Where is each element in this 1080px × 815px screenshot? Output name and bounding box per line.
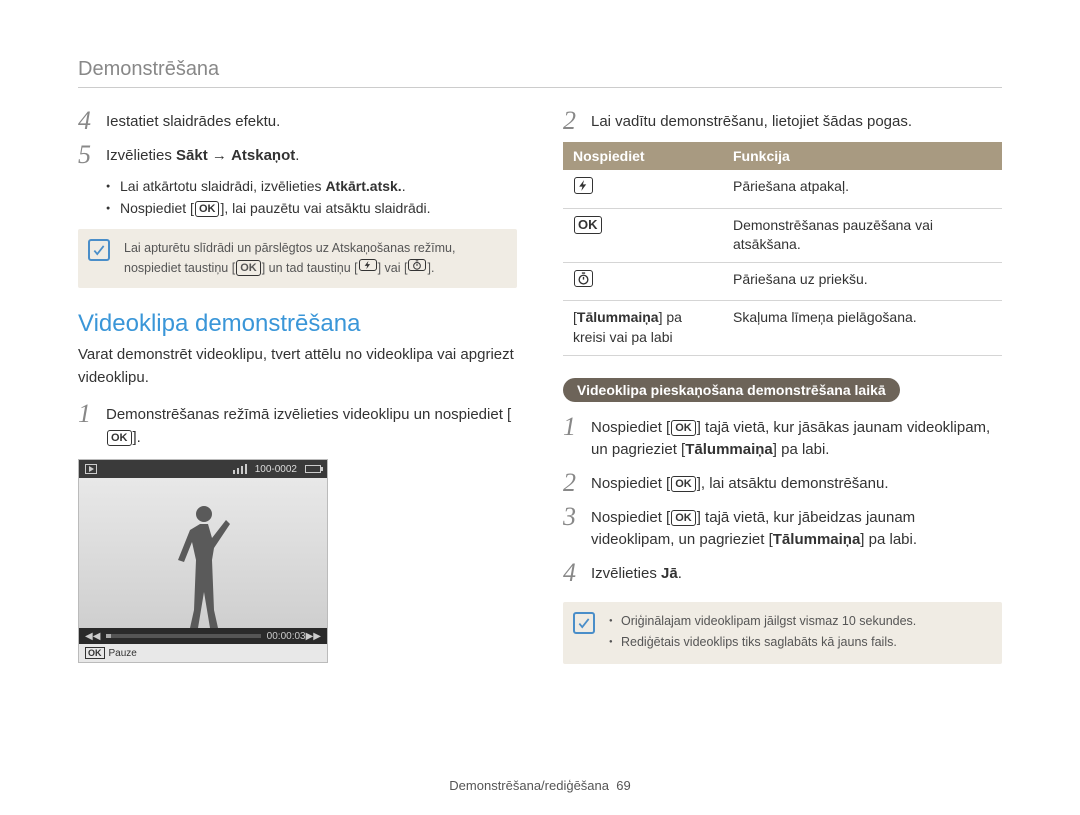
ok-key-icon: OK <box>107 430 132 446</box>
page-title: Demonstrēšana <box>78 58 1002 81</box>
col-header: Nospiediet <box>563 142 723 170</box>
step-number: 5 <box>78 142 106 168</box>
text: . <box>295 147 299 164</box>
table-row: Pāriešana atpakaļ. <box>563 170 1002 208</box>
right-column: 2 Lai vadītu demonstrēšanu, lietojiet šā… <box>563 108 1002 684</box>
text: ], lai pauzētu vai atsāktu slaidrādi. <box>220 200 430 216</box>
ok-key-icon: OK <box>195 201 220 217</box>
substep-1: 1 Nospiediet [OK] tajā vietā, kur jāsāka… <box>563 414 1002 462</box>
two-column-layout: 4 Iestatiet slaidrādes efektu. 5 Izvēlie… <box>78 108 1002 684</box>
section-paragraph: Varat demonstrēt videoklipu, tvert attēl… <box>78 344 517 389</box>
flash-key-icon <box>359 259 377 271</box>
col-header: Funkcija <box>723 142 1002 170</box>
text: Lai atkārtotu slaidrādi, izvēlieties <box>120 178 325 194</box>
step-text: Izvēlieties Jā. <box>591 560 682 586</box>
step-number: 3 <box>563 504 591 530</box>
cell: Demonstrēšanas pauzēšana vai atsākšana. <box>723 208 1002 262</box>
progress-bar <box>106 634 260 638</box>
step-text: Lai vadītu demonstrēšanu, lietojiet šāda… <box>591 108 912 134</box>
substep-4: 4 Izvēlieties Jā. <box>563 560 1002 586</box>
section-heading: Videoklipa demonstrēšana <box>78 310 517 338</box>
step-number: 2 <box>563 470 591 496</box>
table-header-row: Nospiediet Funkcija <box>563 142 1002 170</box>
text: Izvēlieties <box>106 147 176 164</box>
bold: Atskaņot <box>231 147 295 164</box>
thumb-frame <box>79 478 327 628</box>
bullet-list: Lai atkārtotu slaidrādi, izvēlieties Atk… <box>78 176 517 219</box>
subsection-pill: Videoklipa pieskaņošana demonstrēšana la… <box>563 378 900 402</box>
function-table: Nospiediet Funkcija Pāriešana atpakaļ. O… <box>563 142 1002 356</box>
counter: 100-0002 <box>255 464 297 475</box>
timer-key-icon <box>408 259 426 271</box>
forward-icon: ▶▶ <box>306 631 321 642</box>
ok-key-icon: OK <box>236 260 261 276</box>
page-number: 69 <box>616 778 630 793</box>
bold: Sākt <box>176 147 208 164</box>
step-text: Iestatiet slaidrādes efektu. <box>106 108 280 134</box>
step-4: 4 Iestatiet slaidrādes efektu. <box>78 108 517 134</box>
cell: [Tālummaiņa] pa kreisi vai pa labi <box>563 301 723 355</box>
rewind-icon: ◀◀ <box>85 631 100 642</box>
flash-key-icon <box>574 177 593 194</box>
note-box: Lai apturētu slīdrādi un pārslēgtos uz A… <box>78 229 517 288</box>
info-icon <box>88 239 110 261</box>
step-text: Izvēlieties Sākt → Atskaņot. <box>106 142 299 168</box>
thumb-topbar: 100-0002 <box>79 460 327 478</box>
play-icon <box>85 464 97 474</box>
substep-3: 3 Nospiediet [OK] tajā vietā, kur jābeid… <box>563 504 1002 552</box>
ok-key-icon: OK <box>85 647 105 659</box>
text: . <box>402 178 406 194</box>
info-icon <box>573 612 595 634</box>
step-number: 2 <box>563 108 591 134</box>
list-item: Oriģinālajam videoklipam jāilgst vismaz … <box>609 612 990 631</box>
step-5: 5 Izvēlieties Sākt → Atskaņot. <box>78 142 517 168</box>
step-number: 4 <box>78 108 106 134</box>
page-footer: Demonstrēšana/rediģēšana 69 <box>0 778 1080 793</box>
table-row: OK Demonstrēšanas pauzēšana vai atsākšan… <box>563 208 1002 262</box>
table-row: Pāriešana uz priekšu. <box>563 262 1002 301</box>
arrow-icon: → <box>208 147 231 164</box>
divider <box>78 87 1002 88</box>
text: Nospiediet [ <box>120 200 194 216</box>
battery-icon <box>305 465 321 473</box>
time-label: 00:00:03 <box>267 631 306 642</box>
note-list: Oriģinālajam videoklipam jāilgst vismaz … <box>609 612 990 653</box>
thumb-footer: OK Pauze <box>79 644 327 662</box>
bold: Atkārt.atsk. <box>325 178 401 194</box>
ok-key-icon: OK <box>671 420 696 436</box>
step-number: 1 <box>78 401 106 427</box>
pause-label: Pauze <box>109 648 137 659</box>
substep-2: 2 Nospiediet [OK], lai atsāktu demonstrē… <box>563 470 1002 496</box>
video-thumbnail: 100-0002 ◀◀ 00:00:03 ▶▶ OK Pauze <box>78 459 328 663</box>
timer-key-icon <box>574 270 593 287</box>
cell: Skaļuma līmeņa pielāgošana. <box>723 301 1002 355</box>
step-number: 1 <box>563 414 591 440</box>
step-2: 2 Lai vadītu demonstrēšanu, lietojiet šā… <box>563 108 1002 134</box>
ok-key-icon: OK <box>671 476 696 492</box>
signal-icon <box>233 464 247 474</box>
step-text: Nospiediet [OK], lai atsāktu demonstrēša… <box>591 470 889 496</box>
cell: Pāriešana uz priekšu. <box>723 262 1002 301</box>
step-number: 4 <box>563 560 591 586</box>
note-text: Lai apturētu slīdrādi un pārslēgtos uz A… <box>124 239 505 278</box>
step-text: Nospiediet [OK] tajā vietā, kur jāsākas … <box>591 414 1002 462</box>
table-row: [Tālummaiņa] pa kreisi vai pa labi Skaļu… <box>563 301 1002 355</box>
note-box: Oriģinālajam videoklipam jāilgst vismaz … <box>563 602 1002 665</box>
left-column: 4 Iestatiet slaidrādes efektu. 5 Izvēlie… <box>78 108 517 684</box>
thumb-controls: ◀◀ 00:00:03 ▶▶ <box>79 628 327 644</box>
ok-key-icon: OK <box>671 510 696 526</box>
list-item: Nospiediet [OK], lai pauzētu vai atsāktu… <box>106 198 517 220</box>
footer-text: Demonstrēšana/rediģēšana <box>449 778 609 793</box>
list-item: Rediģētais videoklips tiks saglabāts kā … <box>609 633 990 652</box>
step-text: Demonstrēšanas režīmā izvēlieties videok… <box>106 401 517 449</box>
ok-key-icon: OK <box>574 216 602 235</box>
list-item: Lai atkārtotu slaidrādi, izvēlieties Atk… <box>106 176 517 198</box>
person-silhouette-icon <box>174 498 234 628</box>
cell: Pāriešana atpakaļ. <box>723 170 1002 208</box>
step-1: 1 Demonstrēšanas režīmā izvēlieties vide… <box>78 401 517 449</box>
step-text: Nospiediet [OK] tajā vietā, kur jābeidza… <box>591 504 1002 552</box>
